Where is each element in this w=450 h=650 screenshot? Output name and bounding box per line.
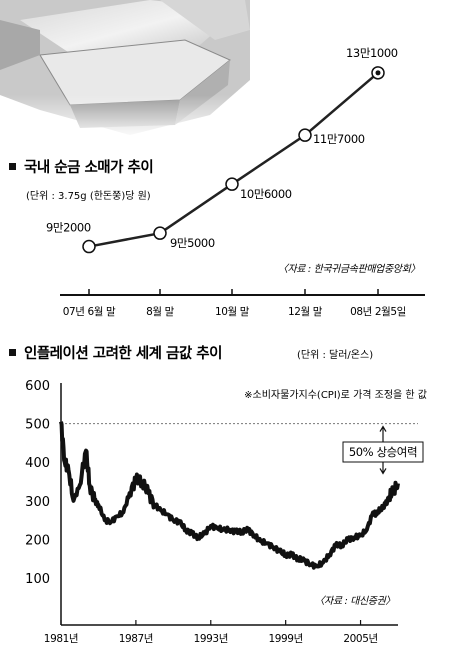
chart-1-data-label: 11만7000 bbox=[313, 132, 365, 146]
chart-2-y-tick-label: 200 bbox=[25, 533, 50, 548]
chart-1: 국내 순금 소매가 추이 (단위 : 3.75g (한돈쭝)당 원) 〈자료 :… bbox=[9, 46, 425, 318]
chart-1-x-tick-label: 10월 말 bbox=[215, 306, 250, 318]
chart-1-source: 〈자료 : 한국귀금속판매업중앙회〉 bbox=[278, 263, 420, 275]
chart-2-callout-box bbox=[342, 441, 424, 463]
chart-1-x-tick-label: 08년 2월5일 bbox=[350, 305, 406, 318]
chart-1-x-tick-label: 8월 말 bbox=[146, 306, 174, 318]
chart-2-x-tick-label: 1999년 bbox=[268, 633, 302, 645]
chart-2-y-tick-label: 500 bbox=[25, 418, 50, 433]
chart-2-x-tick-label: 2005년 bbox=[343, 633, 377, 645]
chart-1-point bbox=[225, 177, 239, 191]
chart-1-subtitle: (단위 : 3.75g (한돈쭝)당 원) bbox=[26, 189, 151, 202]
chart-1-data-label: 9만2000 bbox=[46, 221, 91, 235]
chart-1-point-center bbox=[375, 70, 381, 76]
chart-2-subtitle: (단위 : 달러/온스) bbox=[297, 348, 373, 361]
chart-2: 인플레이션 고려한 세계 금값 추이 (단위 : 달러/온스) ※소비자물가지수… bbox=[9, 344, 427, 645]
chart-1-title: 국내 순금 소매가 추이 bbox=[24, 159, 153, 176]
chart-1-data-label: 13만1000 bbox=[346, 46, 398, 60]
chart-2-x-tick-label: 1987년 bbox=[119, 633, 153, 645]
chart-2-callout: 50% 상승여력 bbox=[349, 445, 417, 459]
chart-2-title: 인플레이션 고려한 세계 금값 추이 bbox=[24, 344, 222, 362]
chart-2-callout-arrow bbox=[379, 425, 387, 475]
chart-1-x-tick-label: 12월 말 bbox=[288, 306, 323, 318]
chart-2-y-tick-label: 100 bbox=[25, 572, 50, 587]
chart-1-point bbox=[298, 128, 312, 142]
chart-2-y-tick-label: 400 bbox=[25, 456, 50, 471]
chart-2-cpi-note: ※소비자물가지수(CPI)로 가격 조정을 한 값 bbox=[244, 388, 427, 401]
chart-1-data-label: 10만6000 bbox=[240, 187, 292, 201]
chart-1-data-label: 9만5000 bbox=[170, 236, 215, 250]
chart-1-point bbox=[82, 239, 96, 254]
chart-2-x-tick-label: 1981년 bbox=[44, 633, 78, 645]
chart-2-y-tick-label: 600 bbox=[25, 379, 50, 394]
chart-2-title-marker bbox=[9, 349, 16, 356]
chart-1-title-marker bbox=[9, 163, 16, 170]
chart-1-point bbox=[153, 226, 167, 240]
chart-2-source: 〈자료 : 대신증권〉 bbox=[314, 595, 395, 607]
chart-2-series-line bbox=[59, 421, 400, 570]
chart-2-x-tick-label: 1993년 bbox=[194, 633, 228, 645]
gold-bars-illustration bbox=[0, 0, 260, 140]
chart-2-y-tick-label: 300 bbox=[25, 495, 50, 510]
chart-1-x-tick-label: 07년 6월 말 bbox=[63, 306, 116, 318]
